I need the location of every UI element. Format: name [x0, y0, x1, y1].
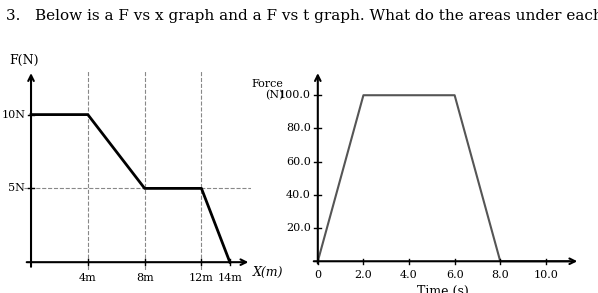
Text: 2.0: 2.0	[355, 270, 373, 280]
Text: 8.0: 8.0	[492, 270, 509, 280]
Text: 5N: 5N	[8, 183, 25, 193]
Text: 8m: 8m	[136, 272, 154, 282]
Text: 60.0: 60.0	[286, 157, 311, 167]
Text: Time (s): Time (s)	[417, 285, 469, 293]
Text: 100.0: 100.0	[279, 90, 311, 100]
Text: 80.0: 80.0	[286, 123, 311, 133]
Text: 40.0: 40.0	[286, 190, 311, 200]
Text: 4m: 4m	[79, 272, 97, 282]
Text: 6.0: 6.0	[446, 270, 463, 280]
Text: 10N: 10N	[1, 110, 25, 120]
Text: 14m: 14m	[218, 272, 242, 282]
Text: 20.0: 20.0	[286, 223, 311, 233]
Text: 0: 0	[314, 270, 321, 280]
Text: F(N): F(N)	[9, 54, 39, 67]
Text: 3.   Below is a F vs x graph and a F vs t graph. What do the areas under each cu: 3. Below is a F vs x graph and a F vs t …	[6, 9, 598, 23]
Text: 10.0: 10.0	[533, 270, 559, 280]
Text: X(m): X(m)	[252, 266, 283, 279]
Text: Force
(N): Force (N)	[252, 79, 283, 100]
Text: 4.0: 4.0	[400, 270, 418, 280]
Text: 12m: 12m	[189, 272, 214, 282]
